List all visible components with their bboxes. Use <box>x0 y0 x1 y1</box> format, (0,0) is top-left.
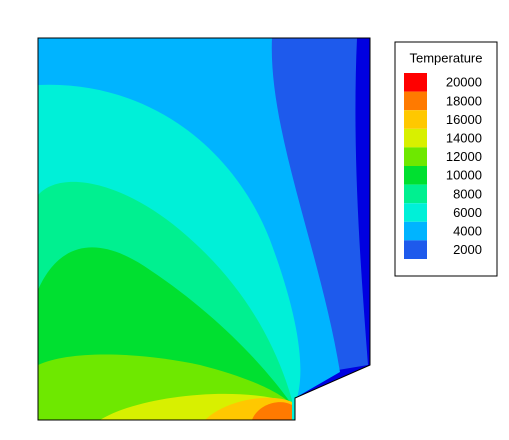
legend-swatch <box>404 91 427 111</box>
legend-swatch <box>404 166 427 185</box>
legend: 20000 18000 16000 14000 12000 10000 8000 6000 40… <box>404 73 482 259</box>
contour-band <box>252 402 292 420</box>
legend-swatch <box>404 110 427 129</box>
legend-label: 14000 <box>446 131 482 146</box>
legend-title: Temperature <box>410 50 483 65</box>
legend-label: 18000 <box>446 93 482 108</box>
legend-label: 16000 <box>446 112 482 127</box>
legend-swatch <box>404 240 427 259</box>
legend-label: 12000 <box>446 149 482 164</box>
legend-label: 2000 <box>453 242 482 257</box>
legend-swatch <box>404 221 427 241</box>
legend-swatch <box>404 73 427 92</box>
domain-outline <box>37 37 371 421</box>
legend-swatch <box>404 184 427 204</box>
legend-label: 10000 <box>446 168 482 183</box>
legend-swatch <box>404 147 427 166</box>
legend-label: 8000 <box>453 186 482 201</box>
legend-swatch <box>404 128 427 148</box>
legend-label: 6000 <box>453 205 482 220</box>
contour-field <box>38 38 370 420</box>
legend-label: 4000 <box>453 224 482 239</box>
legend-label: 20000 <box>446 75 482 90</box>
legend-swatch <box>404 203 427 222</box>
